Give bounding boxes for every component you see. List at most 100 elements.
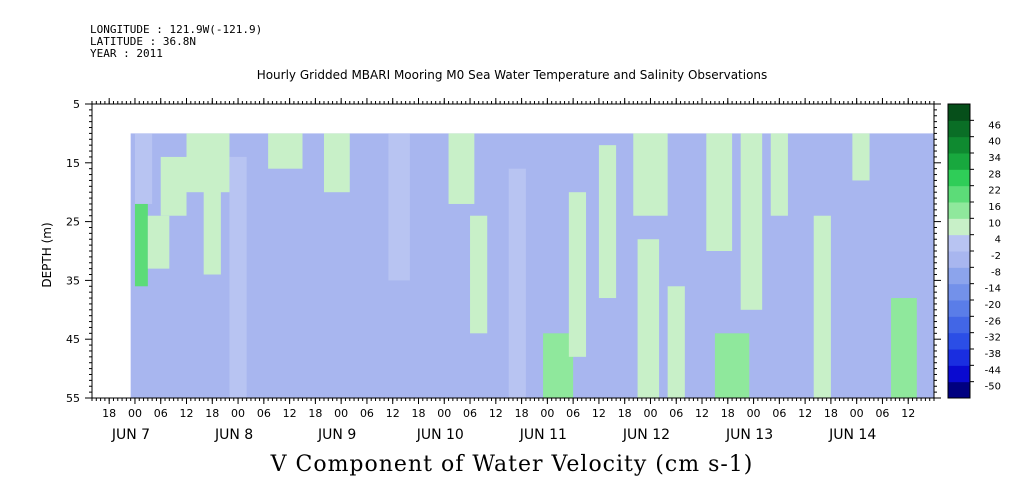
field-band — [852, 133, 870, 181]
colorbar-label: 34 — [988, 153, 1001, 164]
x-tick-label: 18 — [308, 407, 322, 420]
x-tick-label: 00 — [540, 407, 554, 420]
colorbar-label: 4 — [995, 235, 1001, 246]
x-tick-label: 00 — [437, 407, 451, 420]
field-band — [891, 298, 917, 398]
colorbar-swatch — [948, 381, 970, 399]
colorbar-label: -38 — [985, 349, 1001, 360]
x-tick-label: 06 — [154, 407, 168, 420]
field-band — [134, 203, 148, 287]
y-tick-label: 55 — [66, 392, 80, 405]
x-tick-label: 12 — [180, 407, 194, 420]
field-band — [160, 156, 187, 216]
x-tick-label: 06 — [360, 407, 374, 420]
colorbar-label: 28 — [988, 169, 1001, 180]
field-band — [134, 133, 153, 204]
x-day-label: JUN 12 — [622, 427, 670, 443]
field-band — [448, 133, 475, 204]
axes: 18 00 06 12 18 00 06 12 18 00 06 12 18 00 06 12 18 00 06 12… — [66, 98, 941, 443]
colorbar-swatch — [948, 316, 970, 334]
field-band — [740, 133, 763, 310]
colorbar-swatch — [948, 283, 970, 301]
field-band — [268, 133, 303, 169]
x-tick-label: 00 — [334, 407, 348, 420]
colorbar-swatch — [948, 234, 970, 252]
colorbar-label: 10 — [988, 218, 1001, 229]
y-tick-label: 25 — [66, 216, 80, 229]
colorbar-label: 40 — [988, 137, 1001, 148]
x-tick-label: 00 — [231, 407, 245, 420]
field-band — [637, 239, 660, 398]
longitude-label: LONGITUDE : 121.9W(-121.9) — [90, 23, 263, 36]
x-tick-label: 18 — [515, 407, 529, 420]
colorbar-label: -2 — [991, 251, 1001, 262]
colorbar-swatch — [948, 218, 970, 236]
colorbar-swatch — [948, 365, 970, 383]
colorbar-swatch — [948, 153, 970, 170]
field-band — [203, 180, 221, 275]
colorbar-label: -20 — [985, 300, 1001, 311]
x-day-label: JUN 10 — [416, 427, 464, 443]
x-tick-label: 18 — [618, 407, 632, 420]
x-tick-label: 12 — [386, 407, 400, 420]
colorbar-label: -14 — [985, 284, 1001, 295]
colorbar-label: -32 — [985, 333, 1001, 344]
field-band — [813, 215, 831, 398]
field-band — [543, 333, 574, 398]
field-band — [706, 133, 733, 251]
x-tick-label: 12 — [901, 407, 915, 420]
colorbar-swatch — [948, 120, 970, 138]
field-band — [667, 286, 685, 398]
colorbar-label: -26 — [985, 316, 1001, 327]
y-tick-label: 35 — [66, 274, 80, 287]
y-tick-label: 15 — [66, 157, 80, 170]
x-tick-label: 18 — [411, 407, 425, 420]
field-band — [568, 192, 587, 357]
x-day-label: JUN 8 — [214, 427, 253, 443]
colorbar-swatch — [948, 349, 970, 366]
colorbar-label: -44 — [985, 365, 1001, 376]
field-band — [229, 156, 247, 398]
colorbar-swatch — [948, 300, 970, 317]
x-tick-label: 00 — [850, 407, 864, 420]
x-tick-label: 12 — [489, 407, 503, 420]
x-day-label: JUN 14 — [828, 427, 876, 443]
x-tick-label: 18 — [721, 407, 735, 420]
field-band — [470, 215, 488, 334]
x-tick-label: 12 — [695, 407, 709, 420]
x-axis-label: V Component of Water Velocity (cm s-1) — [270, 452, 754, 477]
x-day-label: JUN 13 — [725, 427, 773, 443]
x-tick-label: 12 — [798, 407, 812, 420]
x-tick-label: 12 — [283, 407, 297, 420]
colorbar: -50 -44 -38 -32 -26 -20 -14 -8 -2 4 10 16 22 28 34 40 46 — [947, 103, 1001, 399]
y-axis-label: DEPTH (m) — [40, 222, 54, 287]
colorbar-label: -8 — [991, 267, 1001, 278]
colorbar-swatch — [948, 332, 970, 350]
x-tick-label: 06 — [463, 407, 477, 420]
x-tick-label: 18 — [102, 407, 116, 420]
colorbar-swatch — [948, 169, 970, 187]
y-tick-label: 5 — [73, 98, 80, 111]
colorbar-swatch — [948, 185, 970, 203]
y-tick-label: 45 — [66, 333, 80, 346]
colorbar-label: 16 — [988, 202, 1001, 213]
colorbar-swatch — [948, 136, 970, 154]
x-tick-label: 00 — [747, 407, 761, 420]
latitude-label: LATITUDE : 36.8N — [90, 35, 196, 48]
x-tick-label: 18 — [205, 407, 219, 420]
x-tick-label: 12 — [592, 407, 606, 420]
x-tick-label: 06 — [669, 407, 683, 420]
year-label: YEAR : 2011 — [90, 47, 163, 60]
x-day-label: JUN 9 — [317, 427, 356, 443]
colorbar-swatch — [948, 202, 970, 219]
x-tick-label: 18 — [824, 407, 838, 420]
field-band — [633, 133, 668, 216]
field-band — [598, 145, 617, 299]
x-tick-label: 06 — [875, 407, 889, 420]
field-band — [147, 215, 170, 269]
x-day-label: JUN 11 — [519, 427, 567, 443]
field-band — [508, 168, 526, 398]
field-band — [714, 333, 750, 398]
colorbar-swatch — [948, 267, 970, 285]
x-tick-label: 00 — [643, 407, 657, 420]
